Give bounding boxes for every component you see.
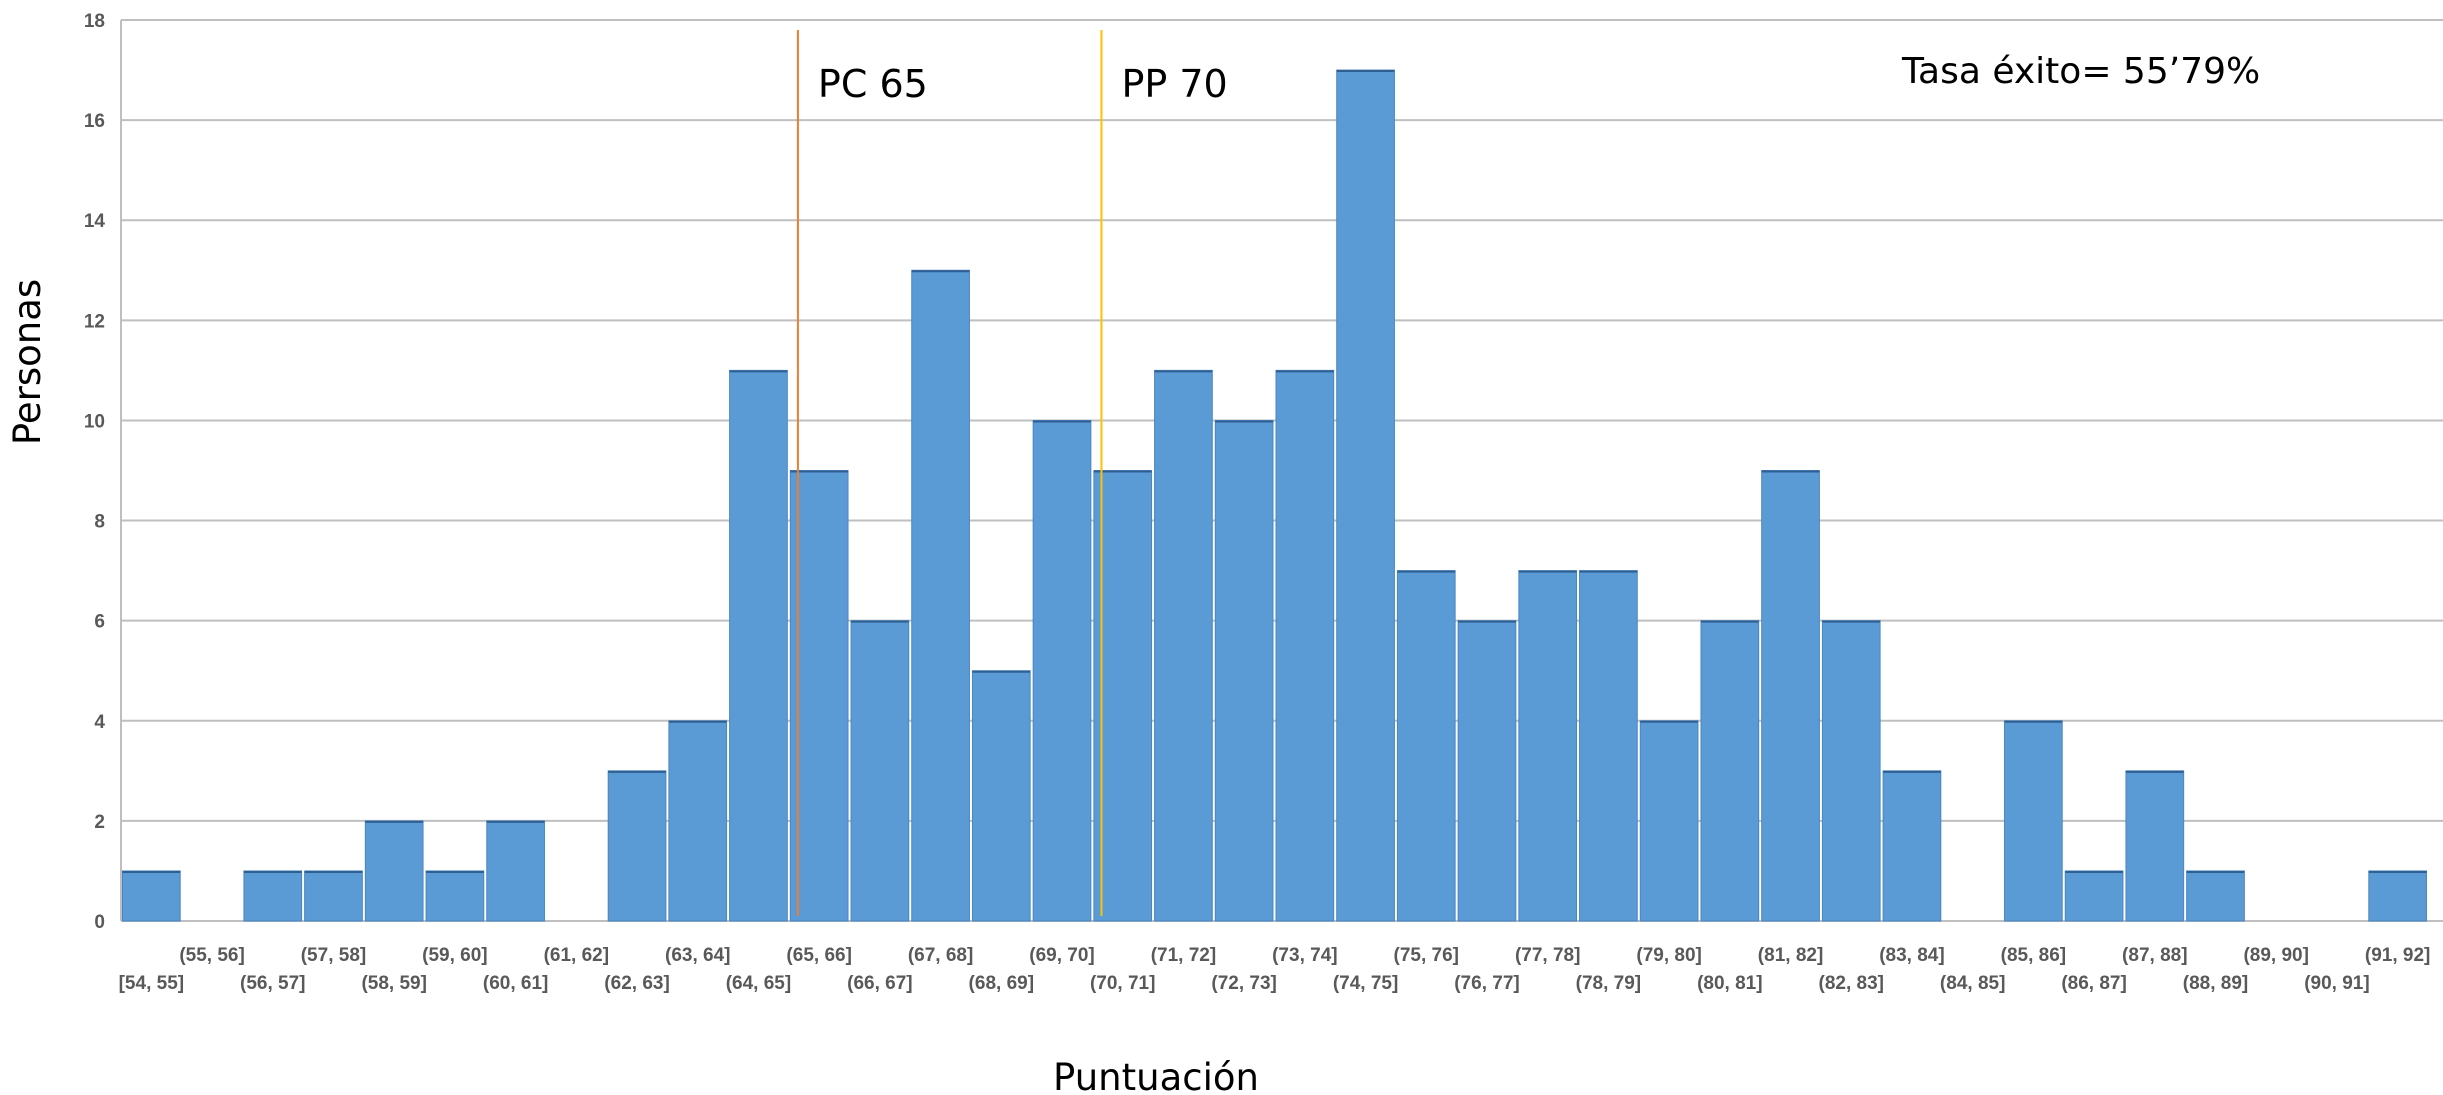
histogram-bar <box>1821 620 1881 922</box>
x-tick-label: (69, 70] <box>1029 945 1094 966</box>
y-tick-label: 12 <box>84 311 105 332</box>
x-tick-label: (59, 60] <box>422 945 487 966</box>
y-tick-label: 18 <box>84 11 105 32</box>
histogram-bar <box>122 870 181 922</box>
histogram-bar <box>789 470 849 922</box>
histogram-bar <box>1396 570 1456 922</box>
x-tick-label: (71, 72] <box>1151 945 1216 966</box>
histogram-bar <box>243 870 303 922</box>
histogram-bar <box>1518 570 1578 922</box>
histogram-bar <box>1700 620 1760 922</box>
x-tick-label: (81, 82] <box>1758 945 1823 966</box>
histogram-bar <box>850 620 910 922</box>
success-rate-annotation: Tasa éxito= 55’79% <box>1901 51 2260 92</box>
histogram-bar <box>1275 369 1335 922</box>
x-tick-label: (84, 85] <box>1940 973 2005 994</box>
x-tick-label: (64, 65] <box>726 973 791 994</box>
x-axis-title: Puntuación <box>1053 1056 1259 1095</box>
x-tick-label: (67, 68] <box>908 945 973 966</box>
x-tick-label: (68, 69] <box>969 973 1034 994</box>
histogram-bar <box>1457 620 1517 922</box>
histogram-bar <box>2186 870 2245 922</box>
histogram-bar <box>607 770 667 922</box>
x-tick-label: (57, 58] <box>301 945 366 966</box>
x-tick-label: (56, 57] <box>240 973 305 994</box>
histogram-bar <box>668 720 728 922</box>
x-tick-label: (58, 59] <box>361 973 426 994</box>
histogram-bar <box>2125 770 2185 922</box>
histogram-bar <box>304 870 363 922</box>
x-tick-label: (66, 67] <box>847 973 912 994</box>
histogram-bar <box>425 870 485 922</box>
x-tick-label: (74, 75] <box>1333 973 1398 994</box>
x-tick-label: (72, 73] <box>1211 973 1276 994</box>
x-tick-label: (62, 63] <box>604 973 669 994</box>
y-tick-label: 4 <box>94 712 105 733</box>
x-tick-label: (70, 71] <box>1090 973 1155 994</box>
histogram-bar <box>364 820 424 922</box>
x-tick-label: (65, 66] <box>786 945 851 966</box>
y-tick-label: 6 <box>94 612 105 633</box>
y-tick-label: 0 <box>94 912 105 933</box>
reference-line-label: PC 65 <box>818 62 928 106</box>
x-tick-label: (87, 88] <box>2122 945 2187 966</box>
x-axis-ticks: [54, 55] (55, 56] (56, 57] (57, 58] (58, 59]… <box>119 945 2431 994</box>
x-tick-label: (82, 83] <box>1819 973 1884 994</box>
histogram-bar <box>1579 570 1638 922</box>
y-axis-title: Personas <box>6 279 49 445</box>
x-tick-label: (78, 79] <box>1576 973 1641 994</box>
x-tick-label: (88, 89] <box>2183 973 2248 994</box>
histogram-bar <box>1214 419 1274 922</box>
histogram-bar <box>1154 369 1213 922</box>
x-tick-label: (83, 84] <box>1879 945 1944 966</box>
histogram-bar <box>1032 419 1092 922</box>
y-axis-ticks: 0 2 4 6 8 10 12 14 16 18 <box>84 11 106 933</box>
x-tick-label: (76, 77] <box>1454 973 1519 994</box>
x-tick-label: (86, 87] <box>2061 973 2126 994</box>
histogram-bar <box>1882 770 1942 922</box>
x-tick-label: (91, 92] <box>2365 945 2430 966</box>
y-tick-label: 2 <box>94 812 105 833</box>
reference-line-label: PP 70 <box>1121 62 1227 106</box>
histogram-bar <box>971 670 1031 922</box>
x-tick-label: (80, 81] <box>1697 973 1762 994</box>
x-tick-label: (55, 56] <box>179 945 244 966</box>
x-tick-label: (90, 91] <box>2304 973 2369 994</box>
x-tick-label: (63, 64] <box>665 945 730 966</box>
histogram-bar <box>2064 870 2124 922</box>
histogram-bar <box>1639 720 1699 922</box>
y-tick-label: 16 <box>84 111 105 132</box>
histogram-bar <box>2004 720 2063 922</box>
x-tick-label: (75, 76] <box>1394 945 1459 966</box>
x-tick-label: (61, 62] <box>544 945 609 966</box>
x-tick-label: [54, 55] <box>119 973 184 994</box>
histogram-bar <box>486 820 545 922</box>
histogram-bar <box>1761 470 1820 922</box>
x-tick-label: (77, 78] <box>1515 945 1580 966</box>
x-tick-label: (73, 74] <box>1272 945 1337 966</box>
histogram-bar <box>729 369 788 922</box>
y-tick-label: 14 <box>84 211 106 232</box>
histogram-bar <box>911 269 970 922</box>
y-tick-label: 8 <box>94 512 105 533</box>
bars <box>122 69 2428 922</box>
histogram-bar <box>2368 870 2428 922</box>
histogram-bar <box>1336 69 1395 922</box>
x-tick-label: (79, 80] <box>1636 945 1701 966</box>
histogram-bar <box>1093 470 1153 922</box>
x-tick-label: (85, 86] <box>2001 945 2066 966</box>
x-tick-label: (89, 90] <box>2243 945 2308 966</box>
y-tick-label: 10 <box>84 411 105 432</box>
reference-lines: PC 65 PP 70 <box>796 30 1228 916</box>
x-tick-label: (60, 61] <box>483 973 548 994</box>
